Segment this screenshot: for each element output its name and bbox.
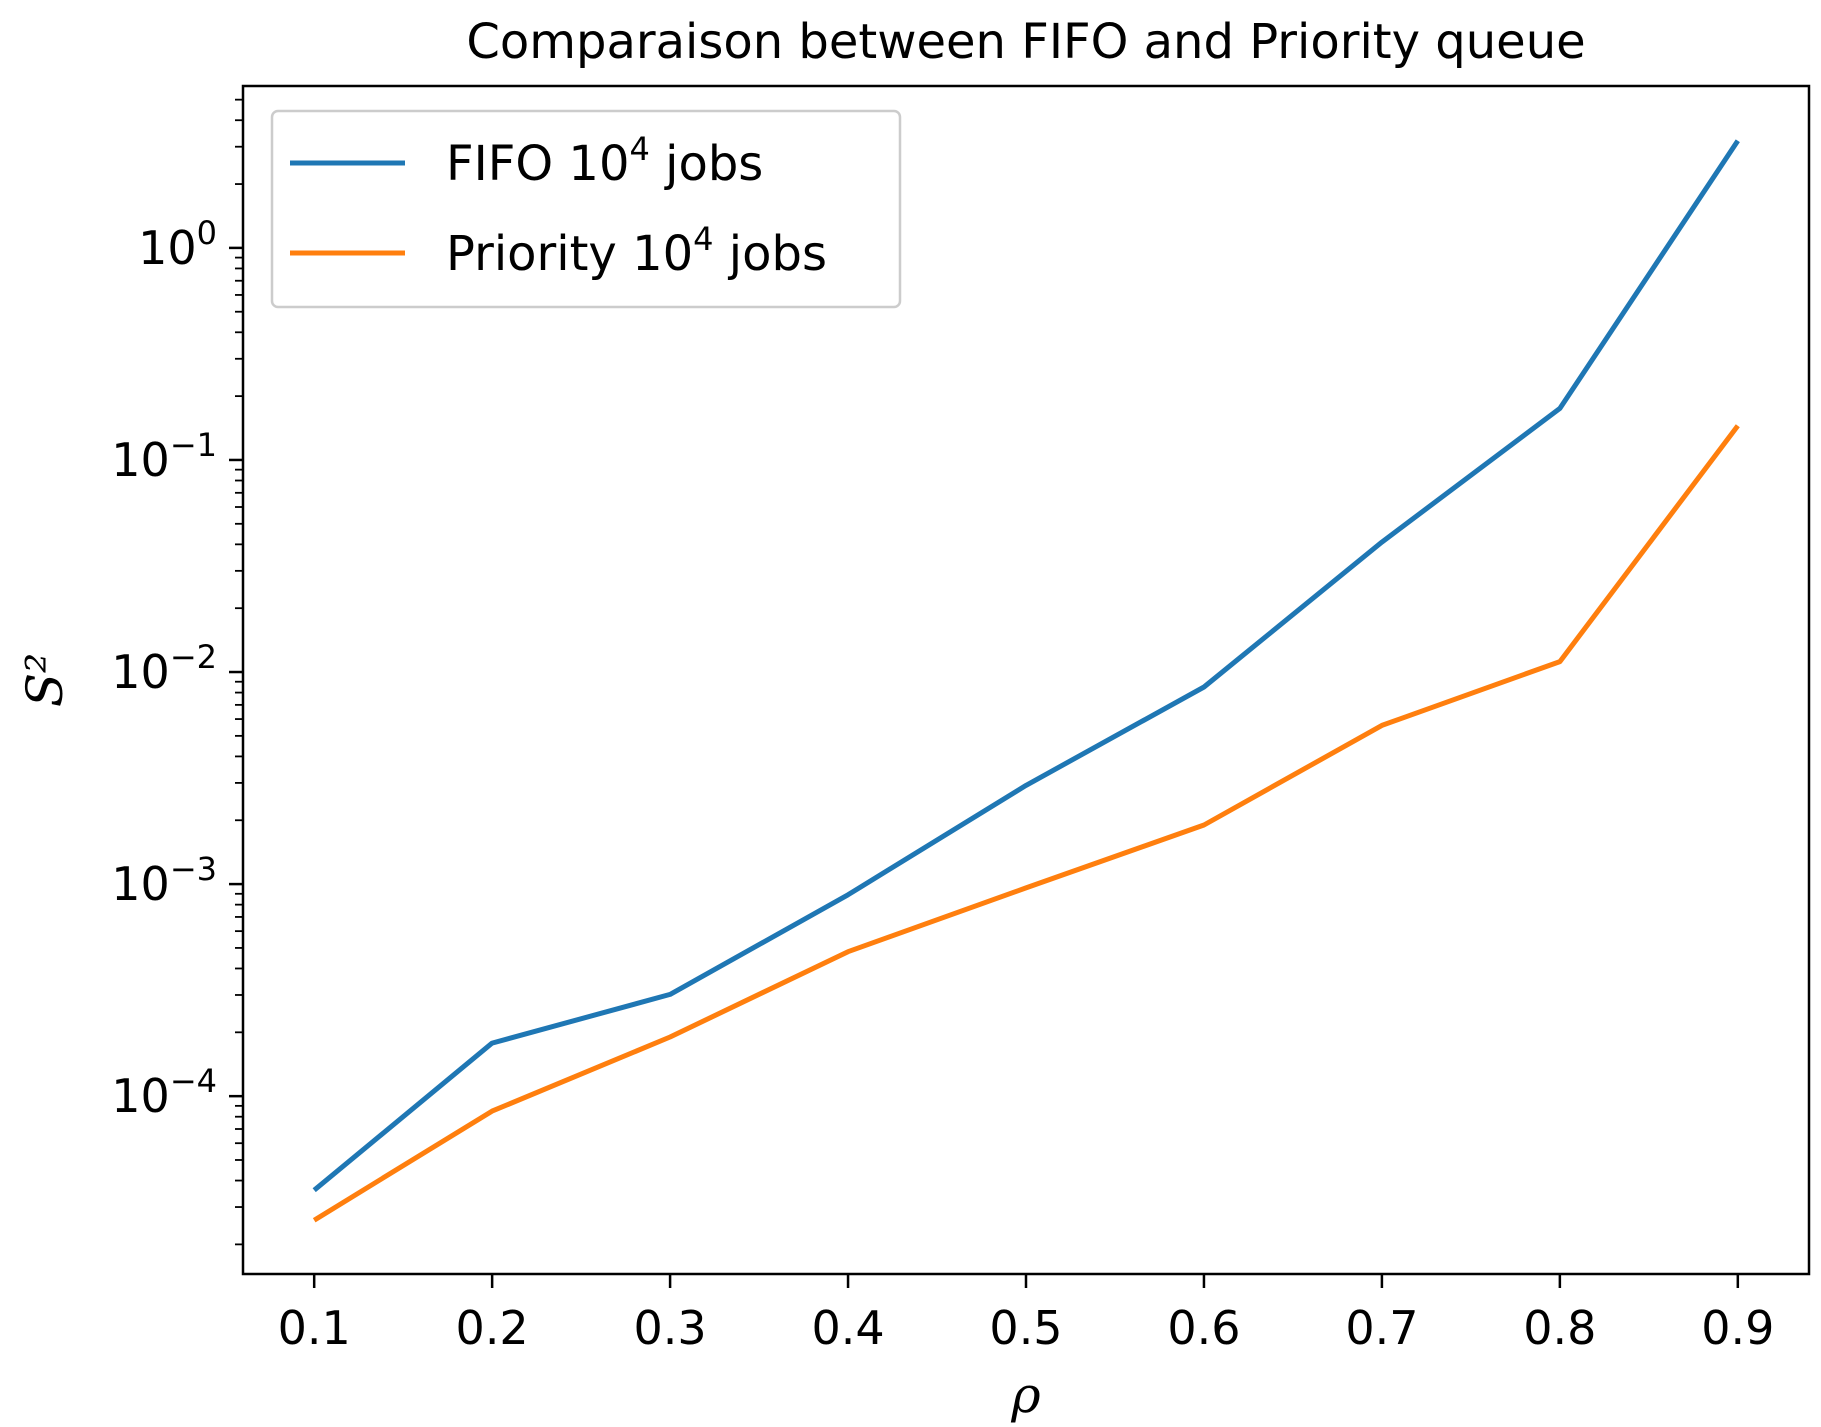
series-line-1 xyxy=(312,424,1740,1223)
y-tick-label: 10−1 xyxy=(111,426,217,487)
y-tick-label: 10−3 xyxy=(111,850,217,911)
x-tick-label: 0.7 xyxy=(1345,1301,1418,1355)
series-line-0 xyxy=(312,139,1740,1193)
x-tick-label: 0.4 xyxy=(811,1301,884,1355)
x-tick-label: 0.2 xyxy=(456,1301,529,1355)
legend-label-priority: Priority 104 jobs xyxy=(446,220,827,282)
plot-area xyxy=(241,84,1811,1276)
legend: FIFO 104 jobs Priority 104 jobs xyxy=(270,109,902,309)
legend-box xyxy=(270,109,902,309)
y-tick-label: 10−4 xyxy=(111,1062,217,1123)
x-tick-label: 0.9 xyxy=(1701,1301,1774,1355)
y-axis-label: S² xyxy=(16,653,74,707)
x-tick-label: 0.5 xyxy=(989,1301,1062,1355)
chart-title: Comparaison between FIFO and Priority qu… xyxy=(466,14,1585,70)
x-tick-label: 0.1 xyxy=(278,1301,351,1355)
x-tick-label: 0.3 xyxy=(634,1301,707,1355)
legend-label-fifo: FIFO 104 jobs xyxy=(446,130,763,192)
x-tick-label: 0.8 xyxy=(1523,1301,1596,1355)
y-tick-label: 10−2 xyxy=(111,638,217,699)
ticks: 0.1 0.2 0.3 0.4 0.5 0.6 0.7 0.8 0.9 100 10−1 10−2 10… xyxy=(111,98,1774,1355)
x-tick-label: 0.6 xyxy=(1167,1301,1240,1355)
y-tick-label: 100 xyxy=(138,214,217,275)
series xyxy=(312,139,1740,1223)
x-axis-label: ρ xyxy=(1010,1366,1041,1424)
